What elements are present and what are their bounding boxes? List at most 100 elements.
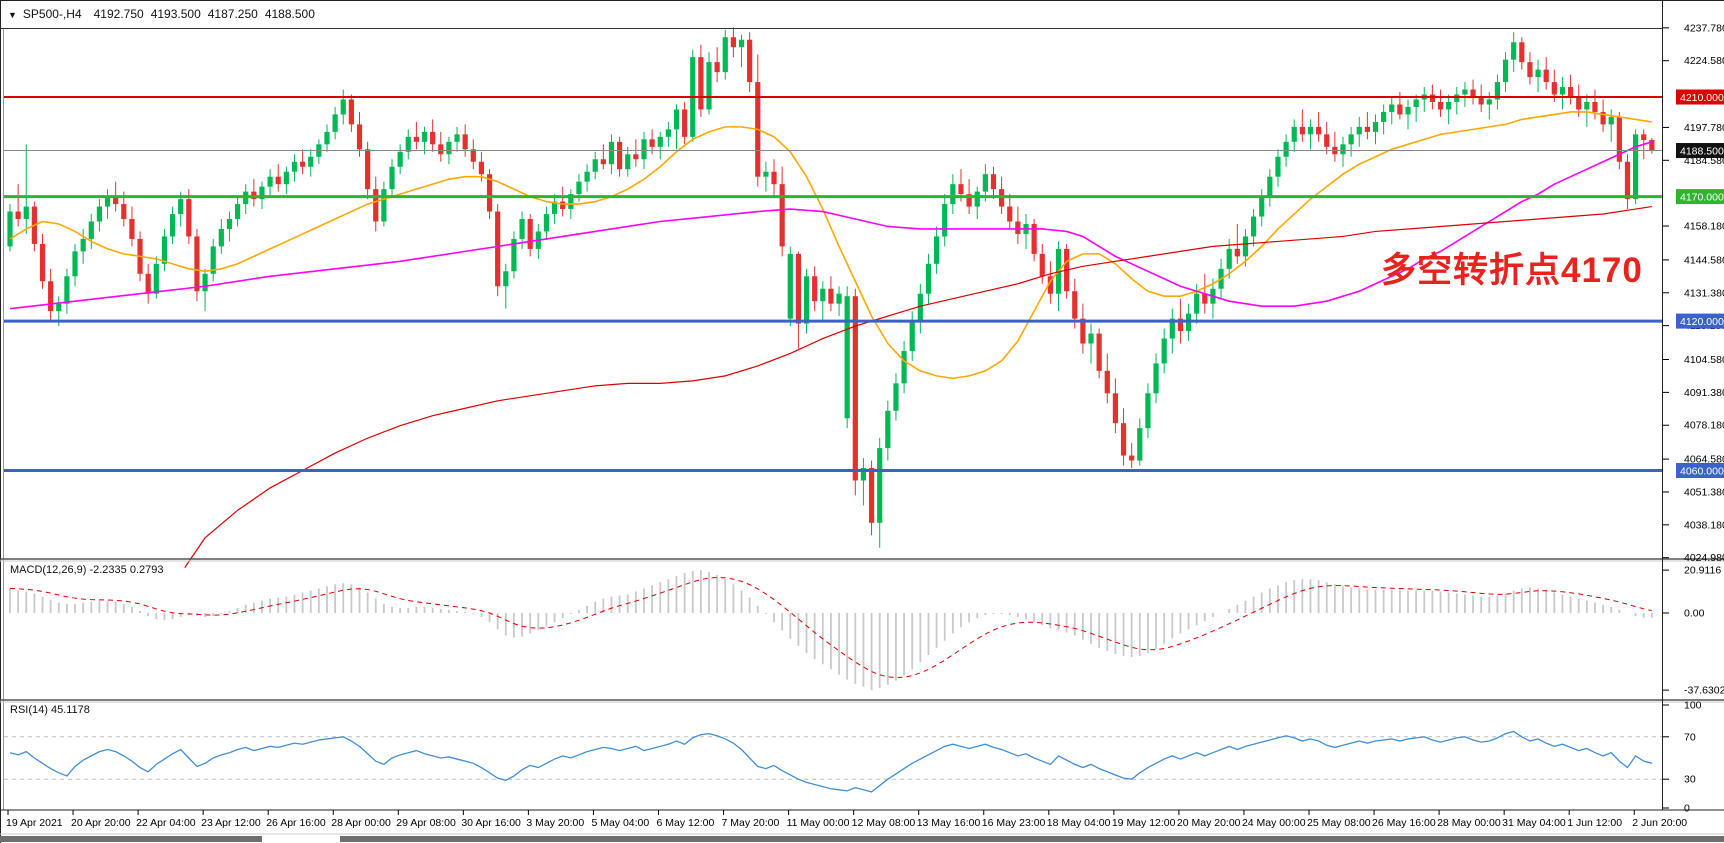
time-axis-label: 30 Apr 16:00 (461, 817, 521, 829)
candle-body (291, 161, 298, 172)
candle-body (527, 219, 533, 249)
candle-body (551, 201, 558, 215)
candle-body (1624, 161, 1631, 200)
macd-indicator-label: MACD(12,26,9) -2.2335 0.2793 (10, 564, 164, 576)
candle-body (1389, 104, 1395, 112)
candle-body (1007, 206, 1013, 222)
price-level-badge-text: 4188.500 (1680, 146, 1724, 158)
candle-body (738, 39, 745, 48)
ma-mid-magenta (9, 141, 1653, 310)
price-level-badge (1676, 143, 1724, 159)
candle-body (787, 253, 793, 319)
candle-body (1567, 87, 1574, 97)
candle-body (397, 151, 403, 167)
candle-body (194, 236, 200, 292)
rsi-tick-label: 70 (1684, 731, 1696, 743)
candle-body (365, 149, 371, 190)
candle-body (234, 204, 241, 220)
candle-body (178, 199, 184, 215)
candle-body (1088, 333, 1094, 344)
time-axis-label: 25 May 08:00 (1307, 817, 1371, 829)
time-axis-label: 29 Apr 08:00 (396, 817, 456, 829)
candle-body (486, 174, 493, 212)
pivot-annotation-text: 多空转折点4170 (1381, 251, 1643, 290)
horizontal-scrollbar[interactable] (0, 836, 1724, 842)
candle-body (446, 141, 452, 155)
candle-body (730, 37, 736, 48)
time-axis-label: 28 May 00:00 (1437, 817, 1501, 829)
candle-body (267, 176, 273, 187)
candle-body (1259, 196, 1265, 217)
time-axis-label: 20 May 20:00 (1177, 817, 1241, 829)
candle-body (933, 236, 940, 264)
candle-body (641, 139, 647, 160)
candle-body (1527, 62, 1533, 78)
candle-body (828, 288, 834, 304)
rsi-tick-label: 30 (1684, 774, 1696, 786)
candle-body (1633, 134, 1639, 200)
price-tick-label: 4024.980 (1684, 552, 1724, 564)
candle-body (649, 139, 655, 147)
price-tick-label: 4197.780 (1684, 122, 1724, 134)
candle-body (673, 109, 680, 130)
time-axis-label: 16 May 23:00 (982, 817, 1046, 829)
candle-body (340, 99, 346, 115)
candle-body (462, 134, 468, 150)
price-tick-label: 4131.380 (1684, 287, 1724, 299)
candle-body (1429, 94, 1435, 102)
candle-body (1161, 338, 1167, 364)
time-axis-label: 22 Apr 04:00 (136, 817, 196, 829)
candle-body (113, 196, 119, 205)
time-axis-label: 1 Jun 12:00 (1567, 817, 1622, 829)
candle-body (413, 136, 419, 142)
candle-body (80, 238, 86, 252)
candle-body (747, 39, 753, 83)
candle-body (1576, 97, 1582, 110)
candle-body (324, 131, 330, 145)
candle-body (1381, 111, 1387, 122)
candle-body (48, 281, 54, 312)
candle-body (901, 350, 907, 384)
candle-body (275, 176, 281, 185)
candle-body (1535, 69, 1541, 78)
candle-body (1600, 111, 1606, 125)
candle-body (72, 251, 78, 277)
candle-body (1641, 134, 1647, 140)
scrollbar-gap[interactable] (262, 835, 340, 843)
collapse-triangle-icon[interactable]: ▼ (8, 10, 17, 20)
ma-fast-orange (9, 111, 1652, 380)
rsi-tick-label: 0 (1684, 803, 1690, 815)
candle-body (1454, 94, 1460, 102)
candle-body (1153, 363, 1159, 394)
candle-body (1543, 69, 1549, 83)
candle-body (1356, 126, 1362, 135)
candle-body (1031, 223, 1037, 254)
candle-body (1283, 141, 1289, 157)
candle-body (1486, 99, 1492, 105)
candle-body (356, 124, 363, 150)
price-level-badge (1676, 463, 1724, 478)
candle-body (373, 189, 379, 222)
ma-slow-red (184, 205, 1652, 568)
candle-body (1096, 333, 1102, 371)
time-axis-label: 26 May 16:00 (1372, 817, 1436, 829)
rsi-line (9, 730, 1653, 793)
candle-body (161, 236, 168, 264)
candle-body (568, 194, 574, 210)
candle-body (7, 211, 13, 247)
candle-body (812, 276, 818, 302)
candle-body (990, 174, 997, 190)
time-axis-label: 23 Apr 12:00 (201, 817, 261, 829)
candle-body (714, 62, 720, 73)
candle-body (1104, 370, 1110, 394)
candle-body (974, 191, 980, 207)
candle-body (779, 184, 785, 247)
time-axis-label: 28 Apr 00:00 (331, 817, 391, 829)
candle-body (64, 276, 70, 304)
candle-body (15, 211, 21, 220)
candle-body (600, 159, 606, 165)
candle-body (909, 321, 915, 351)
candle-body (1372, 121, 1379, 132)
